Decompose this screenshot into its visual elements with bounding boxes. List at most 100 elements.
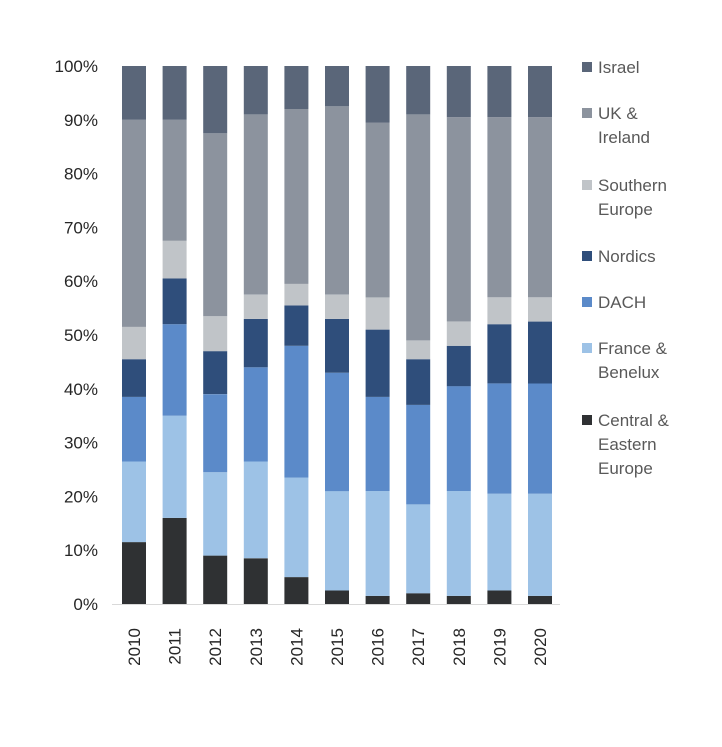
bar-segment-2012-s4: [203, 316, 228, 352]
legend-swatch: [582, 251, 592, 261]
bar-segment-2010-s6: [122, 66, 146, 120]
bar-segment-2019-s0: [487, 590, 512, 604]
bar-segment-2014-s5: [284, 109, 309, 284]
bar-segment-2014-s0: [284, 577, 309, 604]
bar-segment-2010-s0: [122, 542, 146, 604]
bar-segment-2018-s2: [446, 386, 471, 491]
bar-segment-2012-s0: [203, 555, 228, 604]
bar-segment-2014-s3: [284, 305, 309, 346]
bar-segment-2011-s2: [162, 324, 187, 416]
y-tick-label: 50%: [64, 326, 98, 345]
bar-segment-2011-s0: [162, 517, 187, 604]
x-tick-label: 2017: [409, 628, 428, 666]
bar-segment-2010-s2: [122, 396, 146, 462]
y-tick-label: 0%: [73, 595, 98, 614]
x-tick-label: 2015: [328, 628, 347, 666]
bar-segment-2010-s5: [122, 119, 146, 327]
bar-segment-2018-s6: [446, 66, 471, 118]
bar-segment-2010-s4: [122, 326, 146, 360]
bar-segment-2012-s1: [203, 472, 228, 556]
bar-segment-2011-s5: [162, 119, 187, 241]
x-tick-label: 2018: [450, 628, 469, 666]
legend-swatch: [582, 62, 592, 72]
x-axis: 2010 2011 2012 2013 2014 2015 2016 2017 2018 2019…: [112, 604, 560, 666]
bar-segment-2014-s1: [284, 477, 309, 578]
legend-label: DACH: [598, 293, 646, 312]
bar-segment-2014-s4: [284, 283, 309, 306]
y-axis: 0% 10% 20% 30% 40% 50% 60% 70% 80% 90% 100%: [55, 57, 98, 614]
bar-segment-2013-s2: [243, 367, 268, 462]
y-tick-label: 100%: [55, 57, 98, 76]
bar-segment-2013-s0: [243, 558, 268, 604]
x-tick-label: 2012: [206, 628, 225, 666]
bar-segment-2015-s2: [325, 372, 349, 492]
x-tick-label: 2010: [125, 628, 144, 666]
legend-label: Central &: [598, 411, 670, 430]
bar-segment-2017-s1: [406, 504, 431, 594]
bar-segment-2020-s1: [528, 493, 552, 596]
bar-segment-2015-s5: [325, 106, 349, 295]
bar-segment-2017-s6: [406, 66, 431, 115]
legend-label: Europe: [598, 200, 653, 219]
x-tick-label: 2020: [531, 628, 550, 666]
bar-segment-2020-s4: [528, 297, 552, 322]
bar-segment-2011-s6: [162, 66, 187, 120]
legend: Israel UK & Ireland Southern Europe Nordics DA…: [582, 58, 670, 478]
bar-segment-2017-s0: [406, 593, 431, 604]
y-tick-label: 20%: [64, 487, 98, 506]
legend-label: Benelux: [598, 363, 660, 382]
bar-segment-2014-s6: [284, 66, 309, 109]
bar-segment-2012-s6: [203, 66, 228, 134]
bars-layer: [122, 66, 552, 604]
bar-segment-2016-s2: [365, 396, 390, 491]
bar-segment-2018-s0: [446, 595, 471, 604]
bar-segment-2011-s3: [162, 278, 187, 325]
bar-segment-2020-s2: [528, 383, 552, 494]
bar-segment-2019-s6: [487, 66, 512, 118]
legend-label: UK &: [598, 104, 638, 123]
bar-segment-2016-s1: [365, 491, 390, 596]
bar-segment-2014-s2: [284, 345, 309, 478]
legend-label: Europe: [598, 459, 653, 478]
bar-segment-2012-s2: [203, 394, 228, 473]
bar-segment-2018-s3: [446, 345, 471, 387]
legend-label: Israel: [598, 58, 640, 77]
bar-segment-2012-s5: [203, 133, 228, 317]
y-tick-label: 90%: [64, 111, 98, 130]
bar-segment-2020-s6: [528, 66, 552, 118]
legend-swatch: [582, 108, 592, 118]
bar-segment-2019-s5: [487, 117, 512, 298]
x-tick-label: 2013: [247, 628, 266, 666]
bar-segment-2019-s3: [487, 324, 512, 384]
bar-segment-2015-s1: [325, 491, 349, 591]
bar-segment-2020-s0: [528, 595, 552, 604]
bar-segment-2012-s3: [203, 351, 228, 395]
bar-segment-2020-s5: [528, 117, 552, 298]
bar-segment-2018-s1: [446, 491, 471, 596]
bar-segment-2013-s5: [243, 114, 268, 295]
x-tick-label: 2014: [287, 628, 306, 666]
y-tick-label: 60%: [64, 272, 98, 291]
x-tick-label: 2016: [369, 628, 388, 666]
bar-segment-2018-s5: [446, 117, 471, 322]
y-tick-label: 70%: [64, 218, 98, 237]
bar-segment-2011-s4: [162, 240, 187, 279]
bar-segment-2019-s4: [487, 297, 512, 325]
legend-label: Southern: [598, 176, 667, 195]
bar-segment-2017-s2: [406, 404, 431, 505]
bar-segment-2015-s4: [325, 294, 349, 319]
bar-segment-2020-s3: [528, 321, 552, 384]
bar-segment-2011-s1: [162, 415, 187, 518]
bar-segment-2017-s5: [406, 114, 431, 341]
legend-label: Ireland: [598, 128, 650, 147]
bar-segment-2015-s0: [325, 590, 349, 604]
bar-segment-2019-s2: [487, 383, 512, 494]
bar-segment-2015-s6: [325, 66, 349, 107]
legend-label: France &: [598, 339, 668, 358]
bar-segment-2013-s1: [243, 461, 268, 559]
bar-segment-2016-s3: [365, 329, 390, 397]
bar-segment-2017-s3: [406, 359, 431, 405]
y-tick-label: 40%: [64, 380, 98, 399]
x-tick-label: 2019: [490, 628, 509, 666]
